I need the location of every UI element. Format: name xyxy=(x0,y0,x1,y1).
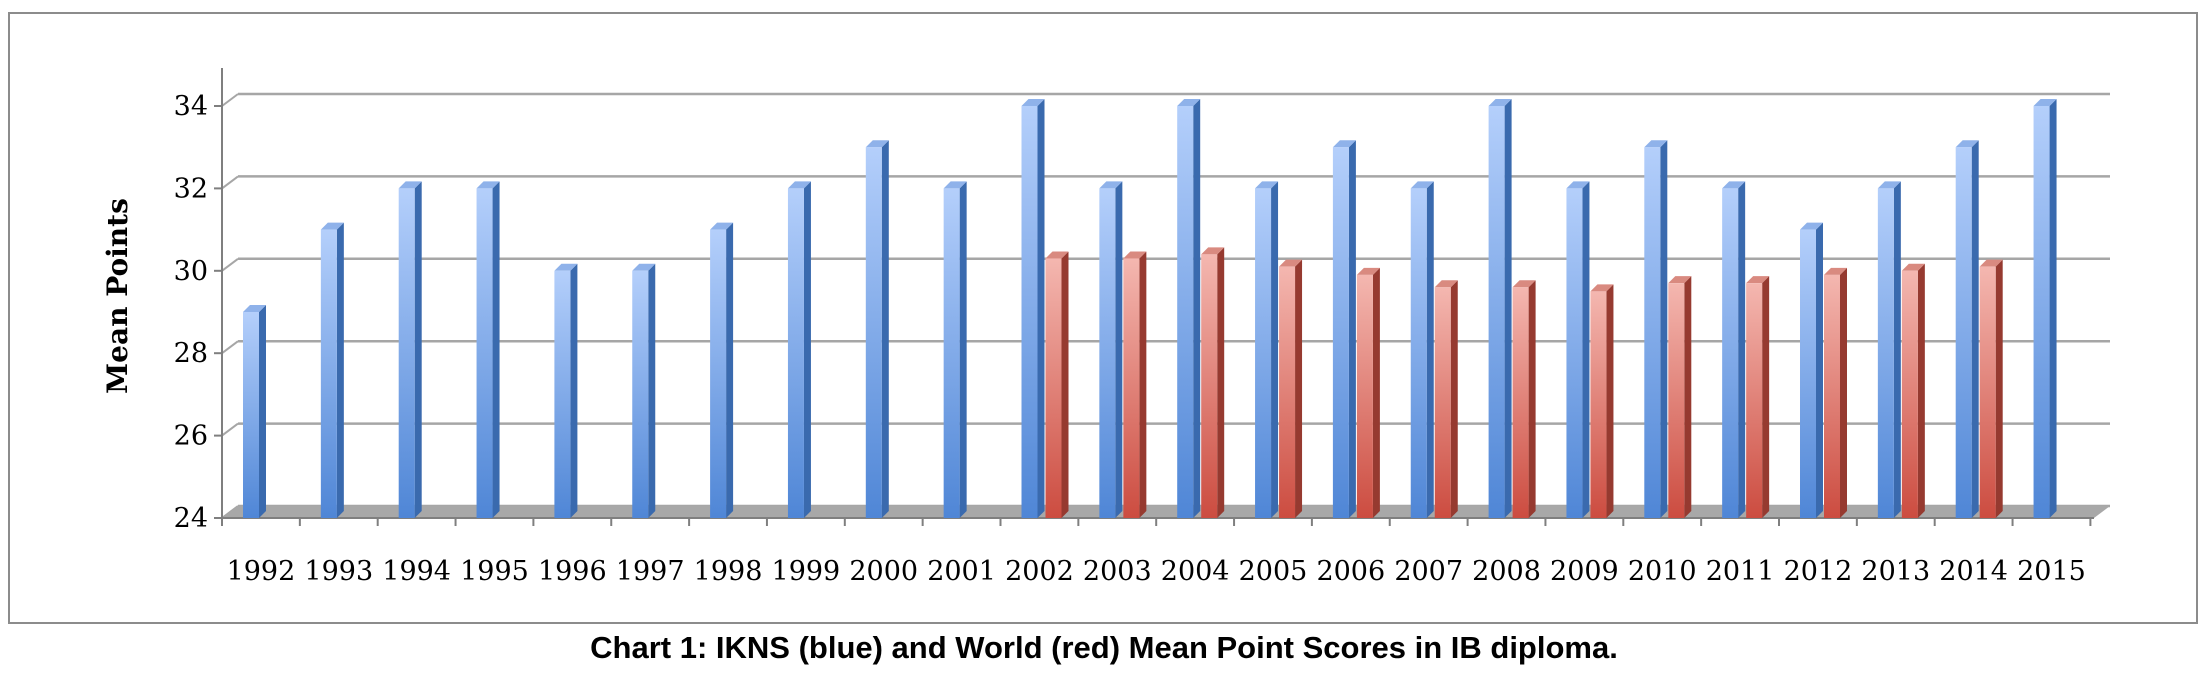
x-tick-label: 2002 xyxy=(1005,556,1074,587)
axes xyxy=(214,68,2094,526)
x-tick-label: 1999 xyxy=(772,556,841,587)
gridline-connector xyxy=(221,257,239,272)
floor-plane xyxy=(222,506,2110,518)
world-bar xyxy=(1279,259,1303,518)
gridline-connector xyxy=(221,340,239,355)
ikns-bar xyxy=(476,181,500,518)
x-tick-label: 2008 xyxy=(1472,556,1541,587)
x-tick-label: 2013 xyxy=(1861,556,1930,587)
x-tick-label: 2004 xyxy=(1161,556,1230,587)
world-bar xyxy=(1123,251,1147,518)
x-tick-label: 2014 xyxy=(1939,556,2008,587)
x-tick-label: 2005 xyxy=(1239,556,1308,587)
y-tick-label: 32 xyxy=(174,173,208,204)
y-tick-label: 34 xyxy=(174,91,208,122)
gridline-connector xyxy=(221,93,239,107)
x-tick-label: 2015 xyxy=(2017,556,2086,587)
gridline-connector xyxy=(221,175,239,190)
ikns-bar xyxy=(1177,99,1201,518)
ikns-bar xyxy=(1410,181,1434,518)
y-tick-label: 28 xyxy=(174,338,208,369)
ikns-bar xyxy=(710,222,734,518)
world-bar xyxy=(1045,251,1069,518)
axis-labels: Mean Points 24 26 28 30 32 34 1992 1993 1994 1995… xyxy=(101,91,2086,587)
ikns-bar xyxy=(787,181,811,518)
y-tick-label: 26 xyxy=(174,421,208,452)
ikns-bar xyxy=(1566,181,1590,518)
ikns-bar xyxy=(1800,222,1823,518)
ikns-bar xyxy=(320,222,344,518)
gridline-connector xyxy=(221,422,239,437)
x-tick-label: 1994 xyxy=(382,556,451,587)
world-bar xyxy=(1356,267,1380,518)
chart-caption: Chart 1: IKNS (blue) and World (red) Mea… xyxy=(590,630,1618,665)
ikns-bar xyxy=(1877,181,1901,518)
x-tick-label: 2003 xyxy=(1083,556,1152,587)
x-tick-label: 2009 xyxy=(1550,556,1619,587)
chart-floor xyxy=(222,506,2110,518)
ikns-bar xyxy=(1488,99,1512,518)
x-tick-label: 2006 xyxy=(1316,556,1385,587)
x-tick-label: 2012 xyxy=(1784,556,1853,587)
ikns-bar xyxy=(865,140,889,518)
y-tick-label: 30 xyxy=(174,256,208,287)
ikns-bar xyxy=(1722,181,1746,518)
world-bar xyxy=(1824,267,1847,518)
world-bar xyxy=(1512,280,1536,518)
x-tick-label: 1996 xyxy=(538,556,607,587)
ikns-bar xyxy=(1021,99,1045,518)
x-tick-label: 1993 xyxy=(304,556,373,587)
ikns-bar xyxy=(1644,140,1668,518)
ikns-bar xyxy=(1255,181,1279,518)
ikns-bar xyxy=(243,305,266,518)
ikns-bar xyxy=(398,181,422,518)
y-axis-title: Mean Points xyxy=(101,198,134,394)
ikns-bar xyxy=(1955,140,1979,518)
bars xyxy=(243,99,2057,518)
x-tick-label: 1995 xyxy=(460,556,529,587)
ikns-bar xyxy=(943,181,967,518)
ikns-bar xyxy=(554,263,578,518)
world-bar xyxy=(1668,276,1692,518)
world-bar xyxy=(1746,276,1770,518)
ikns-bar xyxy=(2033,99,2057,518)
x-tick-label: 2010 xyxy=(1628,556,1697,587)
world-bar xyxy=(1590,284,1614,518)
y-tick-label: 24 xyxy=(174,503,208,534)
world-bar xyxy=(1979,259,2003,518)
chart: Mean Points 24 26 28 30 32 34 1992 1993 1994 1995… xyxy=(101,68,2110,587)
world-bar xyxy=(1434,280,1458,518)
ikns-bar xyxy=(632,263,656,518)
world-bar xyxy=(1201,247,1225,518)
x-tick-label: 2000 xyxy=(849,556,918,587)
x-tick-label: 2011 xyxy=(1706,556,1775,587)
world-bar xyxy=(1901,263,1925,518)
x-tick-label: 1992 xyxy=(227,556,296,587)
ikns-bar xyxy=(1332,140,1356,518)
x-tick-label: 2007 xyxy=(1394,556,1463,587)
x-tick-label: 2001 xyxy=(927,556,996,587)
ikns-bar xyxy=(1099,181,1123,518)
x-tick-label: 1997 xyxy=(616,556,685,587)
x-tick-label: 1998 xyxy=(694,556,763,587)
